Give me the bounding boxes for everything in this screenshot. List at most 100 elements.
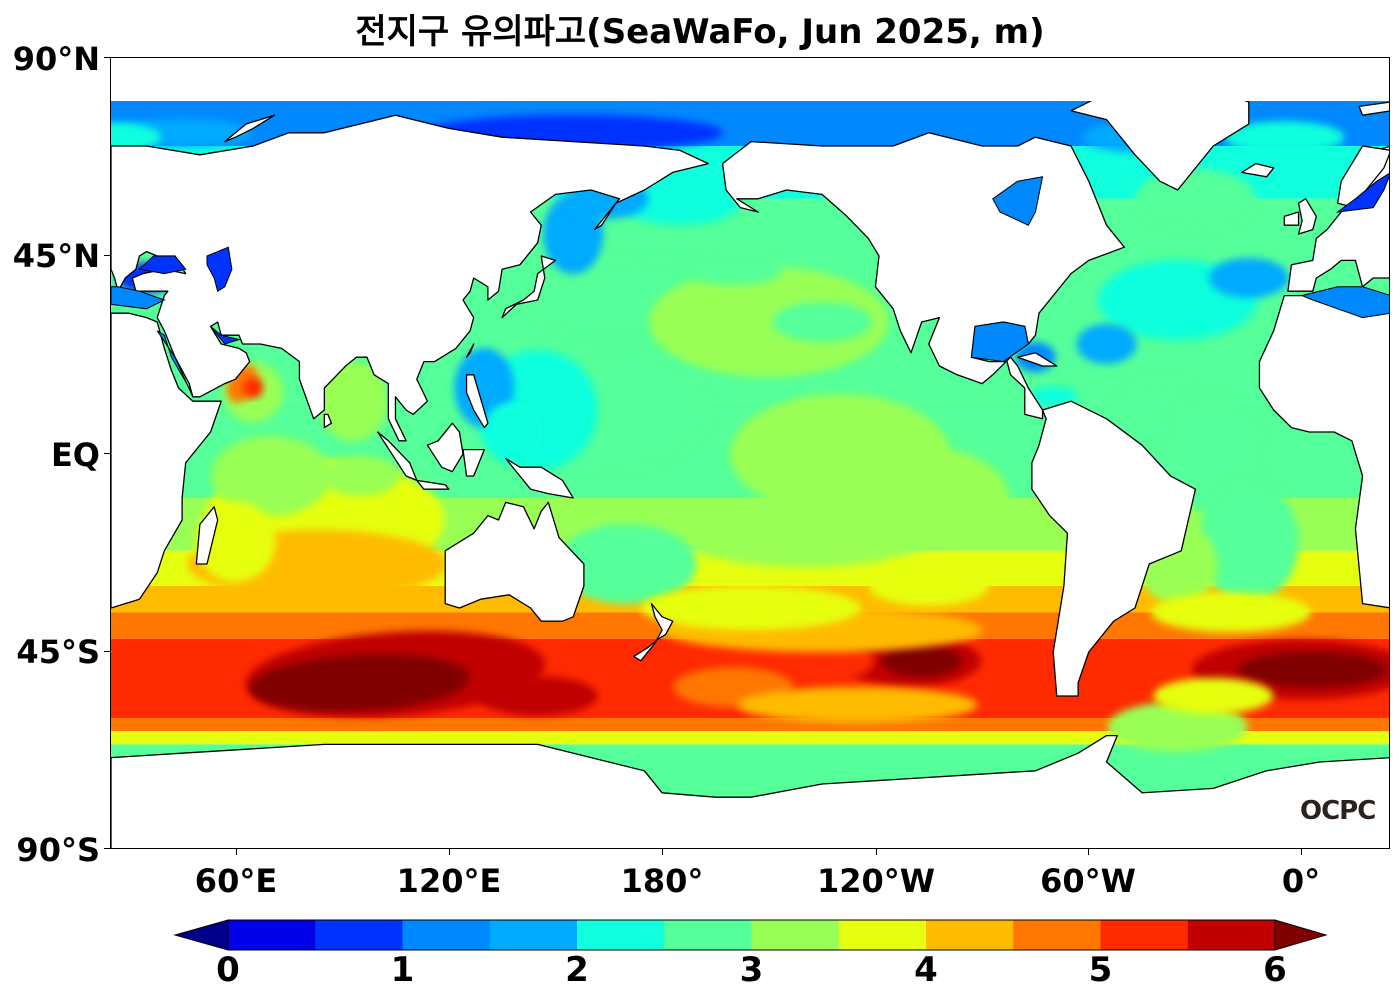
- wave-contour: [1151, 592, 1311, 633]
- wave-contour: [111, 122, 161, 153]
- mediterranean-sea-west: [1300, 286, 1389, 319]
- wave-contour: [737, 686, 978, 723]
- colorbar-bin: [1013, 920, 1101, 950]
- colorbar-tick-label: 2: [565, 950, 589, 990]
- lon-label-60w: 60°W: [1040, 862, 1136, 900]
- colorbar-bin: [402, 920, 491, 950]
- borneo-landmass: [426, 422, 464, 473]
- australia-landmass: [444, 501, 585, 622]
- no-data-north: [111, 58, 1389, 101]
- wave-contour: [317, 361, 388, 442]
- wave-contour: [772, 302, 873, 342]
- hudson-bay: [992, 176, 1044, 226]
- south-america-landmass: [1031, 400, 1197, 697]
- map-title: 전지구 유의파고(SeaWaFo, Jun 2025, m): [355, 12, 1045, 52]
- lat-tick: [104, 255, 110, 256]
- caspian-sea: [206, 246, 233, 292]
- colorbar-tick-label: 4: [914, 950, 938, 990]
- africa-landmass: [111, 312, 222, 609]
- lat-tick: [104, 848, 110, 849]
- sri-lanka-landmass: [323, 413, 333, 429]
- lon-label-120e: 120°E: [396, 862, 502, 900]
- wave-band: [111, 731, 1389, 745]
- madagascar-landmass: [195, 506, 219, 565]
- lat-label-90n: 90°N: [12, 40, 100, 78]
- baltic-sea: [1335, 173, 1389, 213]
- colorbar-frame: [227, 919, 1276, 951]
- map-frame: [110, 57, 1390, 849]
- antarctica-landmass: [111, 734, 1389, 848]
- wave-contour: [1076, 324, 1137, 364]
- lon-tick: [876, 849, 877, 855]
- wave-contour: [1107, 701, 1248, 752]
- wave-contour: [868, 566, 989, 606]
- black-sea: [138, 255, 187, 275]
- lat-label-45n: 45°N: [12, 237, 100, 275]
- wave-contour: [881, 644, 962, 677]
- colorbar-tick-label: 1: [390, 950, 415, 990]
- colorbar-bin: [926, 920, 1014, 950]
- lon-tick: [1301, 849, 1302, 855]
- wave-contour: [556, 524, 697, 604]
- ocpc-watermark: OCPC: [1300, 796, 1376, 826]
- lon-label-60e: 60°E: [194, 862, 278, 900]
- wave-contour: [648, 267, 889, 377]
- lat-tick: [104, 453, 110, 454]
- colorbar-bin: [751, 920, 840, 950]
- wave-contour: [1198, 482, 1299, 602]
- colorbar-over-arrow: [1274, 919, 1328, 951]
- wave-contour: [1153, 678, 1274, 714]
- japan-landmass: [501, 255, 557, 319]
- great-britain-landmass: [1297, 198, 1317, 235]
- eurasia-landmass: [111, 114, 709, 442]
- colorbar-under-arrow: [173, 919, 229, 951]
- colorbar-tick-label: 0: [216, 950, 240, 990]
- colorbar-tick-label: 5: [1088, 950, 1113, 990]
- svalbard-landmass: [1358, 101, 1389, 116]
- gulf-of-mexico: [970, 321, 1029, 363]
- wave-contour: [319, 456, 400, 496]
- wave-contour: [674, 499, 935, 568]
- colorbar: [0, 915, 1400, 955]
- lat-label-eq: EQ: [50, 436, 100, 474]
- wave-contour: [1224, 121, 1345, 154]
- colorbar-tick-label: 3: [739, 950, 764, 990]
- lat-tick: [104, 651, 110, 652]
- new-zealand-landmass: [633, 602, 674, 662]
- colorbar-bin: [664, 920, 752, 950]
- wave-contour: [243, 378, 264, 398]
- colorbar-bin: [577, 920, 665, 950]
- wave-contour: [1135, 168, 1256, 229]
- lat-tick: [104, 57, 110, 58]
- colorbar-bin: [228, 920, 316, 950]
- lon-label-0: 0°: [1281, 862, 1321, 900]
- colorbar-bin: [1187, 920, 1276, 950]
- sulawesi-landmass: [462, 448, 485, 477]
- red-sea: [156, 330, 194, 398]
- wave-contour: [1028, 386, 1079, 407]
- colorbar-bin: [838, 920, 927, 950]
- wave-contour: [211, 436, 331, 516]
- new-guinea-landmass: [505, 457, 574, 499]
- wave-contour: [619, 181, 740, 226]
- cuba-landmass: [1017, 352, 1058, 367]
- lon-tick: [662, 849, 663, 855]
- lon-label-180: 180°: [620, 862, 704, 900]
- persian-gulf: [210, 326, 241, 345]
- mediterranean-sea-east: [111, 286, 166, 310]
- lon-tick: [236, 849, 237, 855]
- taiwan-landmass: [465, 343, 475, 358]
- wave-contour: [1237, 651, 1388, 688]
- wave-contour: [1208, 258, 1289, 298]
- ireland-landmass: [1283, 211, 1300, 226]
- lon-label-120w: 120°W: [816, 862, 936, 900]
- colorbar-bin: [489, 920, 578, 950]
- wave-contour: [641, 586, 861, 630]
- colorbar-svg: [173, 919, 1328, 951]
- wave-contour: [477, 676, 598, 716]
- lon-tick: [1088, 849, 1089, 855]
- lat-label-90s: 90°S: [16, 831, 100, 869]
- wave-height-map: [111, 58, 1389, 848]
- novaya-zemlya-landmass: [224, 114, 276, 143]
- wave-contour: [482, 402, 543, 462]
